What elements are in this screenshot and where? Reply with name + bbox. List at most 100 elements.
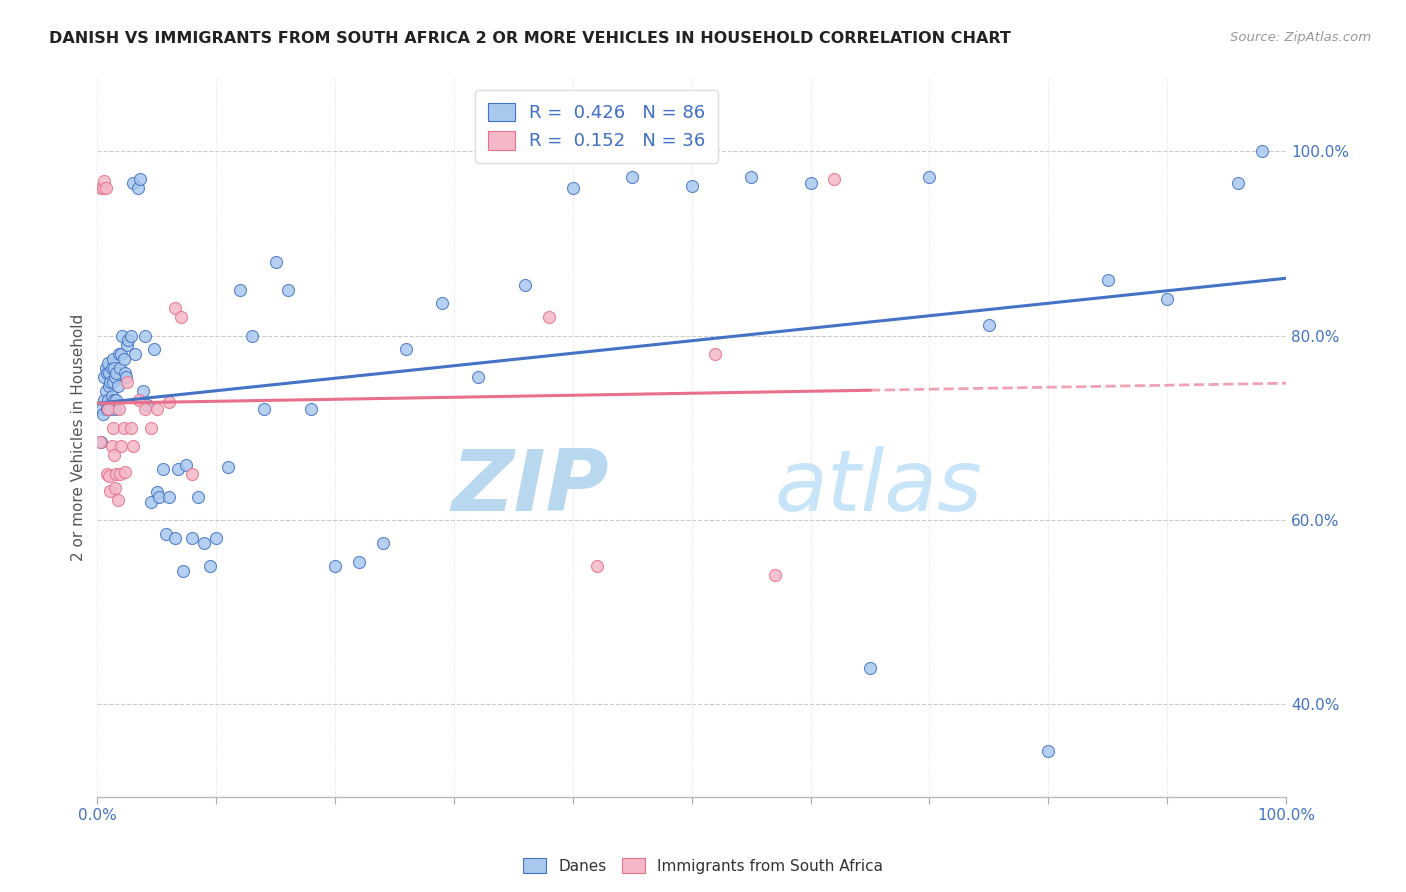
Point — [200, 559, 222, 574]
Point — [100, 402, 122, 417]
Point — [94, 384, 117, 398]
Point — [347, 555, 370, 569]
Point — [167, 462, 190, 476]
Point — [107, 379, 129, 393]
Point — [110, 439, 132, 453]
Point — [93, 174, 115, 188]
Point — [107, 492, 129, 507]
Point — [115, 375, 138, 389]
Point — [740, 169, 762, 184]
Point — [169, 310, 191, 325]
Point — [96, 402, 118, 417]
Point — [114, 465, 136, 479]
Point — [264, 255, 287, 269]
Point — [115, 338, 138, 352]
Point — [1097, 273, 1119, 287]
Point — [323, 559, 346, 574]
Point — [561, 181, 583, 195]
Point — [681, 179, 703, 194]
Point — [103, 393, 125, 408]
Point — [98, 468, 121, 483]
Point — [91, 407, 114, 421]
Point — [103, 360, 125, 375]
Text: atlas: atlas — [775, 446, 983, 529]
Point — [98, 366, 121, 380]
Point — [136, 398, 159, 412]
Point — [96, 467, 118, 481]
Text: DANISH VS IMMIGRANTS FROM SOUTH AFRICA 2 OR MORE VEHICLES IN HOUSEHOLD CORRELATI: DANISH VS IMMIGRANTS FROM SOUTH AFRICA 2… — [49, 31, 1011, 46]
Point — [193, 536, 215, 550]
Point — [107, 402, 129, 417]
Point — [90, 434, 112, 449]
Point — [93, 370, 115, 384]
Point — [97, 356, 120, 370]
Point — [115, 370, 138, 384]
Point — [111, 328, 134, 343]
Y-axis label: 2 or more Vehicles in Household: 2 or more Vehicles in Household — [72, 313, 86, 561]
Legend: Danes, Immigrants from South Africa: Danes, Immigrants from South Africa — [517, 852, 889, 880]
Point — [124, 347, 146, 361]
Point — [181, 467, 204, 481]
Point — [277, 283, 299, 297]
Point — [97, 402, 120, 417]
Point — [1038, 743, 1060, 757]
Point — [103, 449, 125, 463]
Point — [120, 421, 142, 435]
Point — [108, 467, 131, 481]
Point — [163, 301, 186, 315]
Point — [139, 421, 162, 435]
Point — [172, 564, 194, 578]
Point — [181, 532, 204, 546]
Point — [163, 532, 186, 546]
Point — [108, 360, 131, 375]
Point — [94, 181, 117, 195]
Point — [205, 532, 228, 546]
Point — [621, 169, 644, 184]
Point — [105, 467, 128, 481]
Point — [110, 347, 132, 361]
Point — [823, 172, 845, 186]
Point — [585, 559, 607, 574]
Point — [104, 402, 127, 417]
Point — [127, 181, 149, 195]
Point — [131, 384, 153, 398]
Point — [134, 402, 156, 417]
Point — [229, 283, 252, 297]
Point — [155, 527, 177, 541]
Point — [139, 494, 162, 508]
Point — [91, 402, 114, 417]
Point — [146, 402, 169, 417]
Point — [105, 366, 128, 380]
Point — [112, 351, 135, 366]
Point — [90, 181, 112, 195]
Point — [100, 483, 122, 498]
Point — [101, 351, 124, 366]
Point — [395, 343, 418, 357]
Point — [129, 172, 152, 186]
Point — [96, 366, 118, 380]
Point — [100, 360, 122, 375]
Point — [1156, 292, 1178, 306]
Point — [763, 568, 786, 582]
Point — [100, 388, 122, 402]
Point — [100, 375, 122, 389]
Point — [101, 421, 124, 435]
Point — [157, 490, 180, 504]
Point — [1251, 145, 1274, 159]
Point — [157, 395, 180, 409]
Point — [98, 379, 121, 393]
Point — [104, 481, 127, 495]
Point — [91, 181, 114, 195]
Point — [104, 370, 127, 384]
Point — [101, 375, 124, 389]
Point — [89, 434, 111, 449]
Point — [93, 393, 115, 408]
Point — [187, 490, 209, 504]
Point — [799, 177, 821, 191]
Point — [299, 402, 322, 417]
Point — [152, 462, 174, 476]
Point — [467, 370, 489, 384]
Point — [371, 536, 394, 550]
Point — [704, 347, 727, 361]
Point — [134, 328, 156, 343]
